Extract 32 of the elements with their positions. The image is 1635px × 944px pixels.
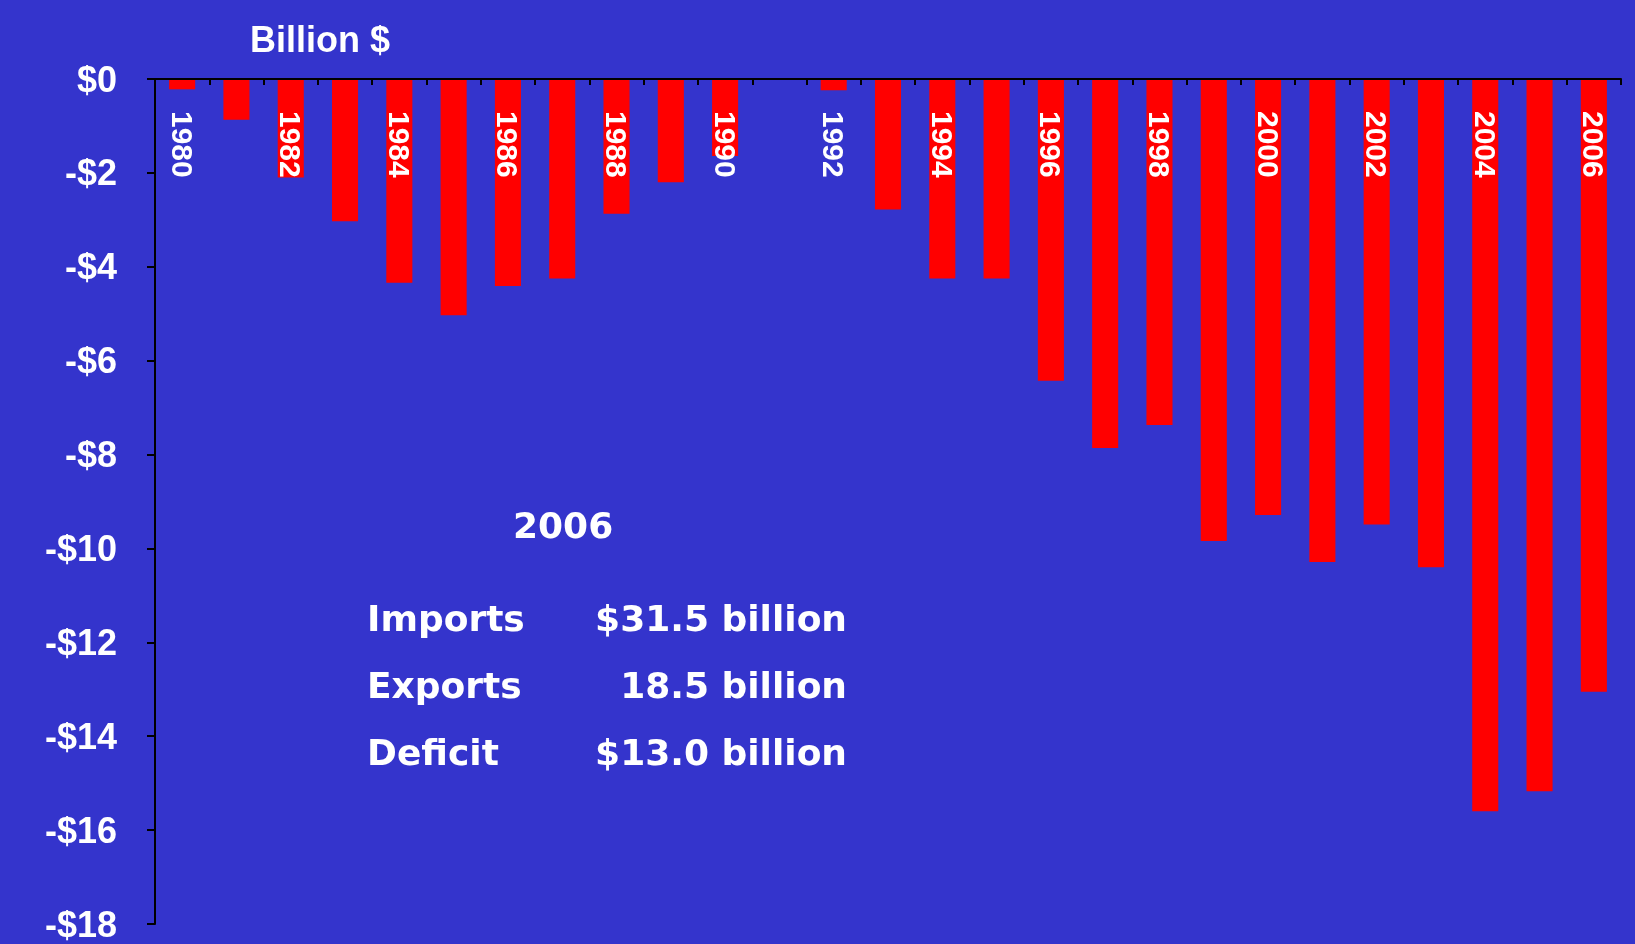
- y-tick-label: -$8: [64, 434, 117, 476]
- annotation: $31.5 billion: [595, 597, 848, 639]
- x-tick-label: 1982: [274, 111, 308, 178]
- annotation: 18.5 billion: [620, 664, 848, 706]
- x-tick-label: 1980: [165, 111, 199, 178]
- y-tick-label: -$6: [64, 340, 117, 382]
- x-tick-label: 2002: [1360, 111, 1394, 178]
- annotation: Exports: [367, 664, 522, 706]
- x-tick-label: 2004: [1468, 111, 1502, 179]
- x-tick-label: 1984: [382, 111, 416, 179]
- y-tick-label: -$2: [64, 152, 117, 194]
- x-tick-label: 2006: [1577, 111, 1611, 178]
- x-tick-label: 1986: [491, 111, 525, 178]
- y-tick-label: -$14: [44, 715, 117, 757]
- y-tick-label: -$4: [64, 246, 117, 288]
- x-tick-label: 1992: [817, 111, 851, 178]
- y-axis-title: Billion $: [250, 18, 391, 60]
- y-tick-label: -$16: [44, 809, 117, 851]
- annotation: Deficit: [367, 731, 499, 773]
- x-tick-label: 1990: [708, 111, 742, 178]
- annotation: 2006: [513, 504, 614, 546]
- x-tick-label: 1994: [925, 111, 959, 179]
- x-tick-label: 1988: [600, 111, 634, 178]
- x-tick-label: 1996: [1034, 111, 1068, 178]
- x-tick-label: 2000: [1251, 111, 1285, 178]
- x-tick-label: 1998: [1142, 111, 1176, 178]
- y-tick-label: -$12: [44, 621, 117, 663]
- y-tick-label: -$18: [44, 903, 117, 944]
- annotation: $13.0 billion: [595, 731, 848, 773]
- y-tick-label: -$10: [44, 527, 117, 569]
- y-tick-label: $0: [76, 58, 117, 100]
- annotation: Imports: [367, 597, 525, 639]
